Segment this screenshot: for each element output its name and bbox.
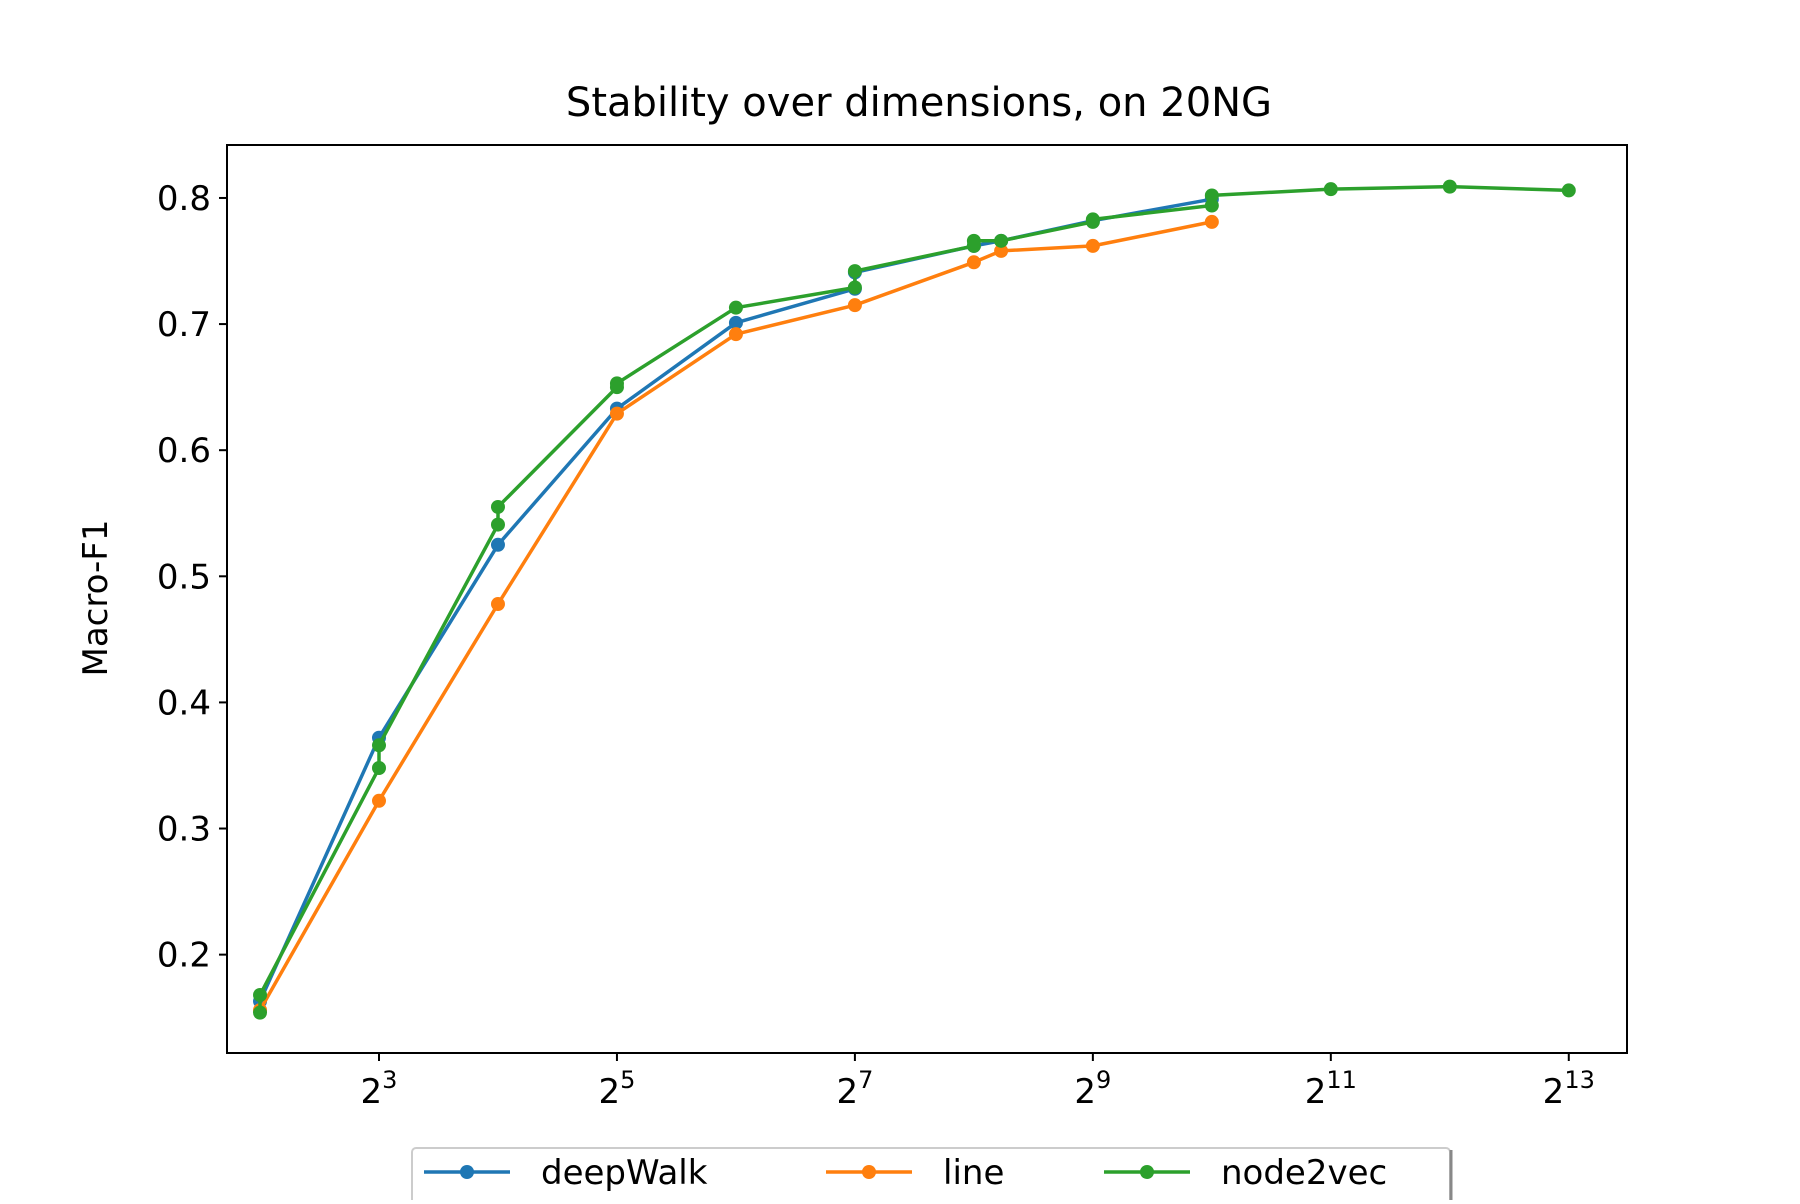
data-point-line <box>994 243 1009 258</box>
y-axis-label: Macro-F1 <box>76 520 116 677</box>
data-point-node2vec <box>1323 182 1338 197</box>
data-point-node2vec <box>1561 183 1576 198</box>
y-tick-label: 0.3 <box>157 810 211 850</box>
legend-marker-node2vec <box>1140 1165 1154 1179</box>
data-point-node2vec <box>728 300 743 315</box>
y-tick-label: 0.6 <box>157 431 211 471</box>
data-point-line <box>609 406 624 421</box>
data-point-deepwalk <box>490 537 505 552</box>
legend: deepWalk line node2vec <box>411 1147 1453 1204</box>
data-point-line <box>847 298 862 313</box>
x-tick-exponent: 9 <box>1096 1066 1111 1094</box>
x-tick-exponent: 5 <box>620 1066 635 1094</box>
x-tick-base: 2 <box>836 1072 858 1112</box>
x-tick-label: 27 <box>836 1066 873 1112</box>
legend-marker-deepwalk <box>460 1165 474 1179</box>
data-point-node2vec <box>847 280 862 295</box>
x-tick-label: 29 <box>1074 1066 1111 1112</box>
data-point-node2vec <box>1442 179 1457 194</box>
y-tick-label: 0.4 <box>157 683 211 723</box>
x-tick-exponent: 11 <box>1326 1066 1357 1094</box>
data-point-line <box>371 793 386 808</box>
data-point-node2vec <box>490 517 505 532</box>
x-tick-base: 2 <box>1543 1072 1565 1112</box>
data-point-line <box>966 255 981 270</box>
data-point-node2vec <box>253 1005 268 1020</box>
y-tick-label: 0.2 <box>157 936 211 976</box>
x-tick-label: 213 <box>1543 1066 1595 1112</box>
data-point-node2vec <box>994 233 1009 248</box>
data-point-node2vec <box>1204 188 1219 203</box>
data-point-line <box>490 597 505 612</box>
data-point-node2vec <box>371 760 386 775</box>
data-point-node2vec <box>966 233 981 248</box>
x-tick-exponent: 13 <box>1564 1066 1595 1094</box>
x-tick-base: 2 <box>1305 1072 1327 1112</box>
y-tick-label: 0.5 <box>157 557 211 597</box>
data-point-node2vec <box>609 376 624 391</box>
y-tick-label: 0.7 <box>157 305 211 345</box>
x-tick-label: 25 <box>598 1066 635 1112</box>
x-tick-exponent: 7 <box>858 1066 873 1094</box>
data-point-line <box>1085 238 1100 253</box>
legend-marker-line <box>862 1165 876 1179</box>
data-point-line <box>728 327 743 342</box>
x-tick-base: 2 <box>598 1072 620 1112</box>
plot-area: 0.20.30.40.50.60.70.823 25 27 29 211 213 <box>157 144 1628 1112</box>
data-point-node2vec <box>1085 212 1100 227</box>
x-tick-label: 23 <box>361 1066 398 1112</box>
data-point-node2vec <box>1204 198 1219 213</box>
x-tick-base: 2 <box>361 1072 383 1112</box>
x-tick-base: 2 <box>1074 1072 1096 1112</box>
legend-label-line: line <box>943 1153 1004 1193</box>
series-line-node2vec <box>258 184 1569 1013</box>
data-point-node2vec <box>847 264 862 279</box>
data-point-node2vec <box>253 987 268 1002</box>
data-point-line <box>1204 214 1219 229</box>
x-tick-exponent: 3 <box>382 1066 397 1094</box>
legend-label-deepwalk: deepWalk <box>541 1153 708 1193</box>
data-point-deepwalk <box>728 315 743 330</box>
x-tick-label: 211 <box>1305 1066 1357 1112</box>
data-point-node2vec <box>371 738 386 753</box>
y-tick-label: 0.8 <box>157 179 211 219</box>
series-line-line <box>258 220 1213 1011</box>
data-point-node2vec <box>490 499 505 514</box>
axes-frame <box>226 144 1628 1054</box>
legend-label-node2vec: node2vec <box>1221 1153 1387 1193</box>
chart-title: Stability over dimensions, on 20NG <box>566 80 1272 126</box>
